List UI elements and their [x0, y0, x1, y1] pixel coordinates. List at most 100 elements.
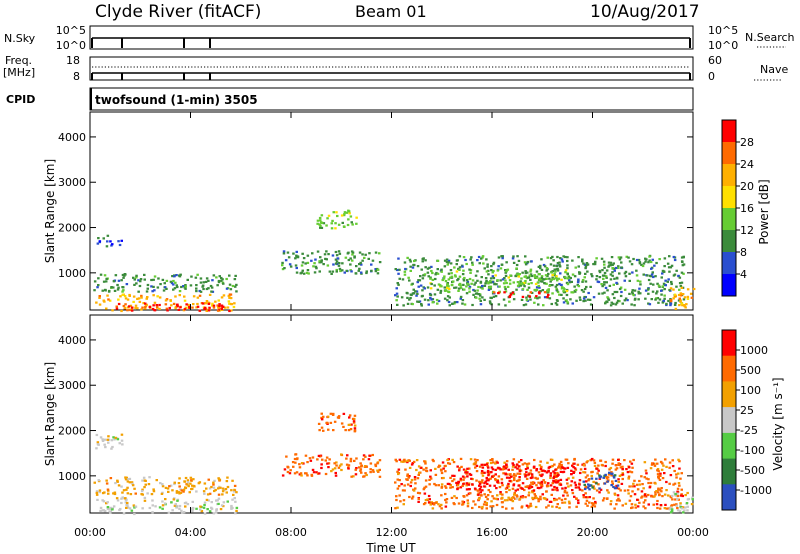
- date-title: 10/Aug/2017: [590, 2, 700, 22]
- velocity-echo-region-3: [281, 453, 382, 478]
- colorbar-swatch: [722, 120, 736, 143]
- velocity-colorbar-label: Velocity [m s⁻¹]: [771, 377, 785, 470]
- colorbar-tick-label: 4: [740, 268, 747, 281]
- nsky-tick-bottom: 10^0: [56, 39, 86, 52]
- power-echo-region-8: [492, 291, 550, 299]
- x-tick-label: 12:00: [376, 526, 408, 539]
- y-tick-label: 3000: [58, 176, 86, 189]
- freq-label: Freq.: [5, 54, 32, 67]
- power-y-ticks: 1000 2000 3000 4000: [58, 131, 693, 280]
- power-echo-region-0: [96, 234, 123, 248]
- colorbar-swatch: [722, 355, 736, 382]
- colorbar-tick-label: 28: [740, 136, 754, 149]
- x-tick-label: 16:00: [476, 526, 508, 539]
- colorbar-tick-label: 16: [740, 202, 754, 215]
- velocity-echo-region-1: [93, 476, 238, 496]
- colorbar-swatch: [722, 274, 736, 297]
- velocity-echo-region-5: [394, 457, 684, 510]
- y-tick-label: 2000: [58, 222, 86, 235]
- nsky-spikes: [91, 38, 691, 48]
- colorbar-frame: [721, 329, 737, 511]
- y-tick-label: 4000: [58, 131, 86, 144]
- colorbar-swatch: [722, 432, 736, 460]
- colorbar-tick-label: -25: [740, 424, 758, 437]
- velocity-echo-region-7: [492, 494, 547, 502]
- power-echo-region-6: [394, 254, 686, 307]
- colorbar-swatch: [722, 186, 736, 209]
- colorbar-swatch: [722, 484, 736, 511]
- x-tick-label: 00:00: [74, 526, 106, 539]
- power-data-layer: [93, 209, 696, 313]
- power-echo-region-7: [429, 268, 570, 294]
- colorbar-swatch: [722, 142, 736, 165]
- colorbar-tick-label: 12: [740, 224, 754, 237]
- colorbar-tick-label: 25: [740, 404, 754, 417]
- power-ylabel: Slant Range [km]: [43, 159, 57, 263]
- beam-title: Beam 01: [355, 2, 427, 21]
- time-axis-label: Time UT: [365, 541, 416, 554]
- velocity-panel: 1000 2000 3000 4000 Slant Range [km]: [43, 314, 694, 516]
- power-echo-region-4: [281, 250, 382, 275]
- nave-tick-top: 60: [708, 54, 722, 67]
- velocity-echo-region-2: [96, 496, 239, 516]
- x-tick-label: 04:00: [175, 526, 207, 539]
- y-tick-label: 3000: [58, 379, 86, 392]
- cpid-text: twofsound (1-min) 3505: [95, 93, 258, 107]
- colorbar-tick-label: 20: [740, 180, 754, 193]
- power-colorbar: 4 8 12 16 20 24 28: [721, 119, 754, 297]
- freq-spikes: [91, 73, 691, 80]
- nsearch-label: N.Search: [745, 31, 795, 44]
- colorbar-swatch: [722, 252, 736, 275]
- freq-tick-bottom: 8: [73, 70, 80, 83]
- velocity-echo-region-4: [317, 412, 357, 433]
- nsearch-tick-bottom: 10^0: [708, 39, 738, 52]
- colorbar-swatch: [722, 164, 736, 187]
- velocity-echo-region-0: [95, 433, 124, 450]
- colorbar-tick-label: -1000: [740, 484, 772, 497]
- nsearch-tick-top: 10^5: [708, 24, 738, 37]
- y-tick-label: 1000: [58, 267, 86, 280]
- colorbar-tick-label: -100: [740, 444, 765, 457]
- nsky-panel: N.Sky 10^5 10^0 10^5 10^0 N.Search: [4, 24, 795, 52]
- power-echo-region-9: [669, 286, 696, 310]
- x-tick-label: 08:00: [275, 526, 307, 539]
- freq-unit: [MHz]: [3, 66, 35, 79]
- colorbar-tick-label: 1000: [740, 344, 768, 357]
- colorbar-tick-label: 24: [740, 158, 754, 171]
- freq-tick-top: 18: [66, 54, 80, 67]
- colorbar-swatch: [722, 208, 736, 231]
- colorbar-swatch: [722, 230, 736, 253]
- x-tick-label: 00:00: [677, 526, 709, 539]
- power-echo-region-3: [115, 302, 231, 313]
- power-colorbar-label: Power [dB]: [757, 179, 771, 244]
- y-tick-label: 2000: [58, 425, 86, 438]
- velocity-ylabel: Slant Range [km]: [43, 362, 57, 466]
- y-tick-label: 4000: [58, 334, 86, 347]
- x-tick-label: 20:00: [577, 526, 609, 539]
- colorbar-tick-label: 500: [740, 364, 761, 377]
- nave-tick-bottom: 0: [708, 70, 715, 83]
- colorbar-swatch: [722, 458, 736, 485]
- station-title: Clyde River (fitACF): [95, 2, 261, 22]
- velocity-echo-region-9: [668, 491, 694, 514]
- colorbar-tick-label: 8: [740, 246, 747, 259]
- time-axis: 00:00 04:00 08:00 12:00 16:00 20:00 00:00: [74, 112, 709, 539]
- velocity-echo-region-8: [582, 471, 620, 491]
- colorbar-swatch: [722, 330, 736, 357]
- power-echo-region-5: [316, 209, 358, 230]
- y-tick-label: 1000: [58, 470, 86, 483]
- power-panel: 1000 2000 3000 4000 Slant Range [km]: [43, 111, 696, 313]
- velocity-colorbar: 1000 500 100 25 -25 -100 -500 -1000: [721, 329, 772, 511]
- velocity-y-ticks: 1000 2000 3000 4000: [58, 334, 693, 483]
- cpid-panel: CPID twofsound (1-min) 3505: [6, 87, 694, 111]
- colorbar-tick-label: 100: [740, 384, 761, 397]
- colorbar-swatch: [722, 407, 736, 434]
- nsky-label: N.Sky: [4, 32, 36, 45]
- velocity-echo-region-6: [455, 462, 583, 492]
- nave-label: Nave: [760, 63, 788, 76]
- colorbar-tick-label: -500: [740, 464, 765, 477]
- cpid-label: CPID: [6, 93, 35, 106]
- colorbar-swatch: [722, 381, 736, 408]
- nsky-tick-top: 10^5: [56, 24, 86, 37]
